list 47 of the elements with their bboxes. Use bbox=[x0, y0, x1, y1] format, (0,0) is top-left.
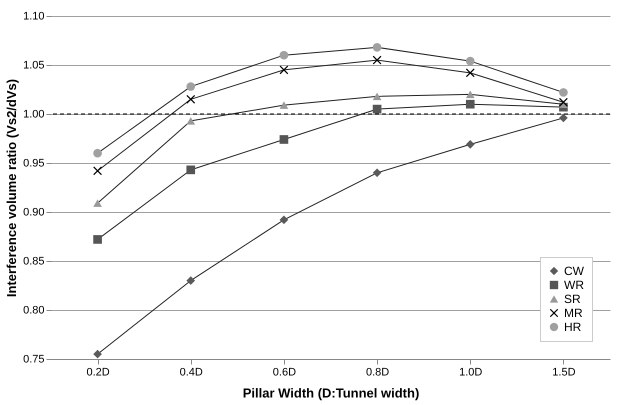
x-tick-label: 1.5D bbox=[552, 366, 576, 378]
x-tick-label: 0.4D bbox=[180, 366, 203, 378]
point bbox=[93, 235, 102, 244]
point bbox=[372, 56, 382, 64]
y-tick-label: 0.85 bbox=[23, 256, 44, 268]
point bbox=[280, 50, 288, 60]
point bbox=[186, 276, 196, 285]
point bbox=[280, 66, 288, 74]
point bbox=[372, 92, 382, 100]
point bbox=[93, 166, 102, 176]
point bbox=[466, 140, 475, 149]
legend-label: CW bbox=[564, 264, 585, 278]
point bbox=[280, 216, 288, 224]
point bbox=[559, 88, 568, 97]
y-tick-label: 1.05 bbox=[23, 60, 44, 72]
y-tick-label: 0.90 bbox=[23, 206, 44, 218]
point bbox=[93, 350, 102, 358]
x-tick-label: 1.0D bbox=[459, 366, 482, 378]
point bbox=[559, 114, 568, 122]
y-axis-title: Interference volume ratio (Vs2/dVs) bbox=[4, 78, 20, 298]
point bbox=[186, 117, 196, 125]
point bbox=[466, 56, 475, 66]
y-tick-label: 0.95 bbox=[23, 158, 44, 170]
y-tick-label: 1.10 bbox=[23, 10, 44, 22]
x-tick-label: 0.6D bbox=[272, 366, 296, 378]
x-tick-label: 0.8D bbox=[366, 366, 390, 378]
point bbox=[466, 90, 475, 98]
point bbox=[186, 166, 196, 174]
y-tick-label: 1.00 bbox=[23, 108, 44, 120]
y-tick-label: 0.80 bbox=[23, 304, 44, 316]
point bbox=[466, 100, 475, 109]
point bbox=[559, 98, 568, 107]
point bbox=[372, 43, 382, 52]
point bbox=[280, 101, 288, 109]
x-tick-label: 0.2D bbox=[86, 366, 110, 378]
y-tick-label: 0.75 bbox=[23, 354, 44, 366]
point bbox=[372, 168, 382, 178]
x-axis-title: Pillar Width (D:Tunnel width) bbox=[242, 386, 420, 400]
point bbox=[280, 135, 288, 144]
point bbox=[93, 148, 102, 158]
legend-label: HR bbox=[564, 320, 582, 334]
legend-label: WR bbox=[564, 278, 584, 292]
legend-label: SR bbox=[564, 292, 582, 306]
legend-label: MR bbox=[564, 306, 583, 320]
point bbox=[372, 104, 382, 114]
point bbox=[93, 199, 102, 207]
point bbox=[186, 82, 196, 91]
